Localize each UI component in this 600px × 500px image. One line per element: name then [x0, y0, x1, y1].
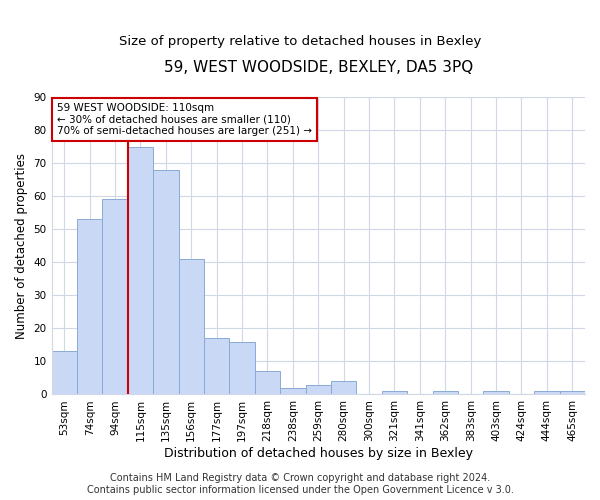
- Bar: [331, 381, 356, 394]
- X-axis label: Distribution of detached houses by size in Bexley: Distribution of detached houses by size …: [164, 447, 473, 460]
- Bar: [179, 259, 204, 394]
- Text: Size of property relative to detached houses in Bexley: Size of property relative to detached ho…: [119, 35, 481, 48]
- Bar: [305, 384, 331, 394]
- Bar: [204, 338, 229, 394]
- Bar: [103, 200, 128, 394]
- Text: Contains HM Land Registry data © Crown copyright and database right 2024.
Contai: Contains HM Land Registry data © Crown c…: [86, 474, 514, 495]
- Bar: [153, 170, 179, 394]
- Bar: [534, 391, 560, 394]
- Text: 59 WEST WOODSIDE: 110sqm
← 30% of detached houses are smaller (110)
70% of semi-: 59 WEST WOODSIDE: 110sqm ← 30% of detach…: [57, 103, 312, 136]
- Bar: [382, 391, 407, 394]
- Bar: [433, 391, 458, 394]
- Y-axis label: Number of detached properties: Number of detached properties: [15, 152, 28, 338]
- Title: 59, WEST WOODSIDE, BEXLEY, DA5 3PQ: 59, WEST WOODSIDE, BEXLEY, DA5 3PQ: [164, 60, 473, 75]
- Bar: [77, 220, 103, 394]
- Bar: [255, 372, 280, 394]
- Bar: [560, 391, 585, 394]
- Bar: [280, 388, 305, 394]
- Bar: [52, 352, 77, 395]
- Bar: [229, 342, 255, 394]
- Bar: [484, 391, 509, 394]
- Bar: [128, 146, 153, 394]
